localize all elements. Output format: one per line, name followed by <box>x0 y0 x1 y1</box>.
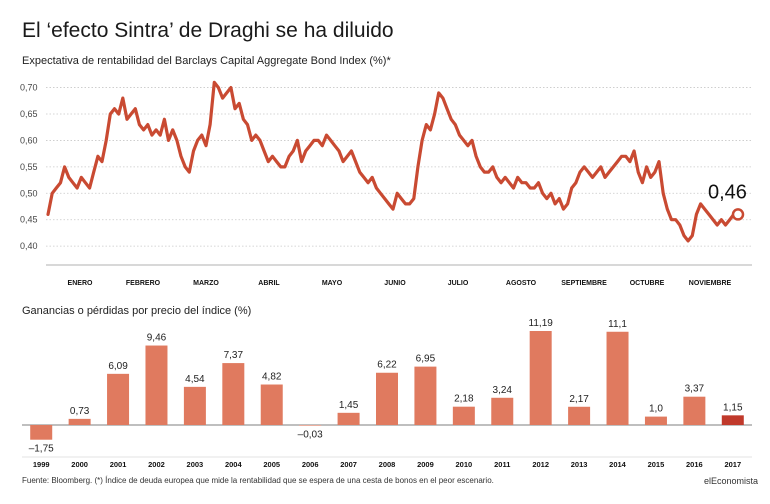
y-tick-label: 0,40 <box>20 241 38 251</box>
bar <box>337 412 360 425</box>
y-tick-label: 0,55 <box>20 162 38 172</box>
x-tick-label: 2003 <box>187 460 204 469</box>
source-note: Fuente: Bloomberg. (*) Índice de deuda e… <box>22 476 494 485</box>
bar-value-label: 6,09 <box>108 361 128 372</box>
y-tick-label: 0,65 <box>20 109 38 119</box>
bar-value-label: –0,03 <box>298 429 323 440</box>
month-label: AGOSTO <box>506 280 537 287</box>
bar-value-label: 6,95 <box>416 354 436 365</box>
month-label: OCTUBRE <box>630 280 665 287</box>
bar-value-label: 9,46 <box>147 333 167 344</box>
bar-value-label: 4,82 <box>262 372 282 383</box>
bar-value-label: 2,17 <box>569 394 589 405</box>
bar-value-label: 1,0 <box>649 404 663 415</box>
bar-value-label: 11,1 <box>608 319 627 330</box>
bar-value-label: 6,22 <box>377 360 397 371</box>
bar-value-label: 0,73 <box>70 406 90 417</box>
line-chart-subtitle: Expectativa de rentabilidad del Barclays… <box>22 55 391 67</box>
x-tick-label: 2017 <box>724 460 741 469</box>
x-tick-label: 2001 <box>110 460 127 469</box>
x-tick-label: 2010 <box>455 460 472 469</box>
x-tick-label: 2016 <box>686 460 703 469</box>
bar-value-label: 4,54 <box>185 374 205 385</box>
month-label: ENERO <box>68 280 93 287</box>
x-tick-label: 2013 <box>571 460 588 469</box>
bar <box>644 416 667 425</box>
month-label: JULIO <box>448 280 469 287</box>
bar <box>222 363 245 425</box>
bar <box>721 415 744 425</box>
bar <box>183 386 206 425</box>
bar <box>606 331 629 425</box>
bar <box>68 418 91 425</box>
bar-value-label: –1,75 <box>29 444 54 455</box>
x-tick-label: 2015 <box>648 460 665 469</box>
bar <box>260 384 283 425</box>
month-label: MAYO <box>322 280 343 287</box>
x-tick-label: 2004 <box>225 460 243 469</box>
x-tick-label: 2014 <box>609 460 627 469</box>
month-label: ABRIL <box>258 280 280 287</box>
month-label: FEBRERO <box>126 280 161 287</box>
bar-value-label: 3,37 <box>685 384 705 395</box>
bar <box>568 406 591 425</box>
bar <box>145 345 168 425</box>
chart-title: El ‘efecto Sintra’ de Draghi se ha dilui… <box>22 19 394 42</box>
bar <box>683 396 706 425</box>
bar-value-label: 11,19 <box>529 318 554 329</box>
last-value-marker <box>731 208 745 221</box>
bar-value-label: 1,45 <box>339 400 359 411</box>
y-tick-label: 0,45 <box>20 215 38 225</box>
y-tick-label: 0,60 <box>20 135 38 145</box>
bar-value-label: 7,37 <box>224 350 244 361</box>
month-label: NOVIEMBRE <box>689 280 732 287</box>
bar <box>299 425 322 426</box>
month-label: SEPTIEMBRE <box>561 280 607 287</box>
x-tick-label: 2006 <box>302 460 319 469</box>
bar <box>376 372 398 425</box>
month-label: JUNIO <box>384 280 406 287</box>
x-tick-label: 2009 <box>417 460 434 469</box>
bar <box>529 331 552 425</box>
bar-value-label: 2,18 <box>454 394 474 405</box>
bar <box>107 373 130 425</box>
x-tick-label: 2008 <box>379 460 396 469</box>
y-tick-label: 0,50 <box>20 188 38 198</box>
series-line <box>46 80 740 243</box>
bar <box>452 406 475 425</box>
x-tick-label: 2012 <box>532 460 549 469</box>
last-value-label: 0,46 <box>708 181 747 203</box>
bar-value-label: 3,24 <box>493 385 513 396</box>
bar <box>491 397 514 425</box>
bar <box>30 425 53 440</box>
x-tick-label: 2007 <box>340 460 357 469</box>
bar-chart-title: Ganancias o pérdidas por precio del índi… <box>22 305 252 317</box>
x-tick-label: 2011 <box>494 460 510 469</box>
month-label: MARZO <box>193 280 219 287</box>
bar-value-label: 1,15 <box>723 402 743 413</box>
bar <box>414 366 437 425</box>
x-tick-label: 1999 <box>33 460 50 469</box>
brand-logo-text: elEconomista <box>703 476 758 486</box>
x-tick-label: 2000 <box>71 460 88 469</box>
y-tick-label: 0,70 <box>20 83 38 93</box>
x-tick-label: 2002 <box>148 460 165 469</box>
x-tick-label: 2005 <box>263 460 280 469</box>
